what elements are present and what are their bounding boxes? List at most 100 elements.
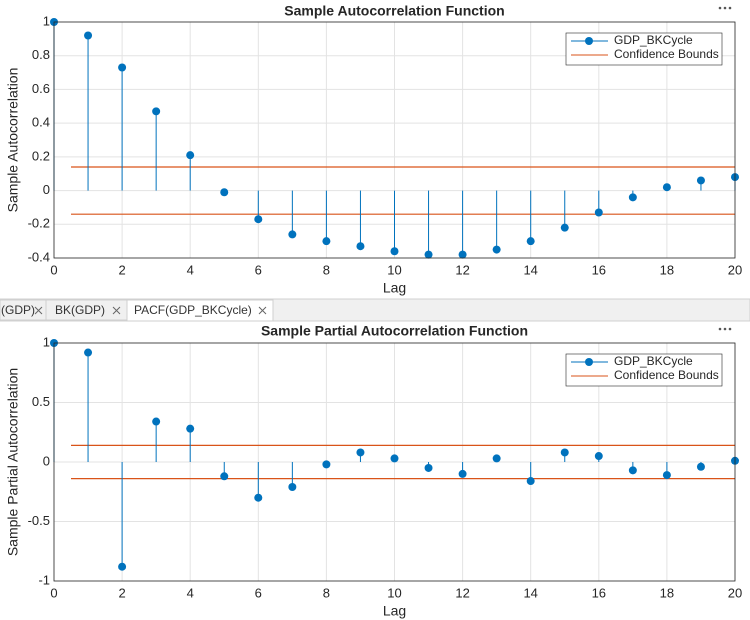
y-tick-label: 1 — [43, 13, 50, 28]
x-axis-label: Lag — [383, 280, 406, 296]
stem-marker — [458, 250, 467, 259]
close-icon[interactable] — [258, 306, 267, 315]
stem-marker — [628, 193, 637, 202]
stem-marker — [84, 31, 93, 40]
stem-marker — [220, 472, 229, 481]
x-tick-label: 18 — [660, 585, 674, 600]
x-tick-label: 20 — [728, 585, 742, 600]
y-tick-label: -0.5 — [28, 513, 50, 528]
stem-marker — [424, 250, 433, 259]
legend-swatch — [585, 358, 593, 366]
more-menu[interactable] — [718, 327, 732, 331]
y-tick-label: 0.8 — [32, 47, 50, 62]
y-tick-label: -1 — [38, 572, 50, 587]
y-tick-label: 0 — [43, 453, 50, 468]
legend-label: GDP_BKCycle — [614, 354, 693, 368]
y-tick-label: 0.4 — [32, 115, 50, 130]
x-tick-label: 6 — [255, 262, 262, 277]
x-tick-label: 14 — [523, 262, 537, 277]
stem-marker — [662, 471, 671, 480]
stem-marker — [696, 462, 705, 471]
y-tick-label: 0.2 — [32, 148, 50, 163]
stem-marker — [186, 151, 195, 160]
close-icon[interactable] — [112, 306, 121, 315]
stem-marker — [390, 454, 399, 463]
x-tick-label: 10 — [387, 585, 401, 600]
stem-marker — [84, 348, 93, 357]
y-tick-label: 0 — [43, 182, 50, 197]
tab-label[interactable]: (GDP) — [1, 303, 35, 317]
x-tick-label: 2 — [118, 585, 125, 600]
stem-marker — [526, 237, 535, 246]
tab-label[interactable]: PACF(GDP_BKCycle) — [134, 303, 252, 317]
legend-box — [565, 32, 723, 66]
x-tick-label: 8 — [323, 262, 330, 277]
stem-marker — [288, 482, 297, 491]
stem-marker — [288, 230, 297, 239]
stem-marker — [118, 63, 127, 72]
stem-marker — [152, 107, 161, 116]
tab-label[interactable]: BK(GDP) — [55, 303, 105, 317]
stem-marker — [526, 477, 535, 486]
x-tick-label: 2 — [118, 262, 125, 277]
stem-marker — [662, 183, 671, 192]
stem-marker — [322, 460, 331, 469]
chart: 0 2 4 6 8 10 12 14 16 18 20 -0.4 -0.2 0 0.2 0.4 0.6 0.8 1 S… — [5, 3, 743, 296]
stem-marker — [458, 469, 467, 478]
stem-marker — [152, 417, 161, 426]
x-tick-label: 0 — [50, 585, 57, 600]
y-tick-label: -0.2 — [28, 216, 50, 231]
x-tick-label: 16 — [592, 585, 606, 600]
y-tick-label: 0.5 — [32, 394, 50, 409]
stem-marker — [356, 242, 365, 251]
x-axis-label: Lag — [383, 603, 406, 619]
stem-marker — [356, 448, 365, 457]
x-tick-label: 16 — [592, 262, 606, 277]
stem-marker — [628, 466, 637, 475]
stem-marker — [424, 463, 433, 472]
stem-marker — [560, 448, 569, 457]
x-tick-label: 4 — [187, 262, 194, 277]
stem-marker — [254, 215, 263, 224]
x-tick-label: 20 — [728, 262, 742, 277]
axes-box — [53, 342, 736, 582]
y-tick-label: -0.4 — [28, 249, 50, 264]
x-tick-label: 8 — [323, 585, 330, 600]
tab-active[interactable] — [126, 299, 274, 322]
legend-swatch — [585, 37, 593, 45]
chart-title: Sample Partial Autocorrelation Function — [261, 323, 528, 339]
stem-marker — [560, 223, 569, 232]
stem-marker — [390, 247, 399, 256]
stem-marker — [220, 188, 229, 197]
tab-bar: (GDP) BK(GDP) PACF(GDP_BKCycle) — [0, 298, 750, 322]
stem-marker — [186, 424, 195, 433]
stem-marker — [118, 562, 127, 571]
y-tick-label: 0.6 — [32, 81, 50, 96]
x-tick-label: 12 — [455, 585, 469, 600]
chart-title: Sample Autocorrelation Function — [284, 3, 504, 19]
stem-marker — [594, 208, 603, 217]
stem-marker — [322, 237, 331, 246]
x-tick-label: 18 — [660, 262, 674, 277]
legend-box — [565, 353, 723, 387]
stem-marker — [696, 176, 705, 185]
close-icon[interactable] — [34, 306, 43, 315]
stem-marker — [492, 245, 501, 254]
y-axis-label: Sample Autocorrelation — [5, 68, 21, 213]
stem-marker — [492, 454, 501, 463]
x-tick-label: 14 — [523, 585, 537, 600]
y-tick-label: 1 — [43, 334, 50, 349]
legend-label: GDP_BKCycle — [614, 33, 693, 47]
stem-marker — [254, 493, 263, 502]
y-axis-label: Sample Partial Autocorrelation — [5, 368, 21, 556]
more-menu[interactable] — [718, 6, 732, 10]
axes-box — [53, 21, 736, 259]
x-tick-label: 10 — [387, 262, 401, 277]
x-tick-label: 6 — [255, 585, 262, 600]
chart: 0 2 4 6 8 10 12 14 16 18 20 -1 -0.5 0 0.5 1 Sample Parti… — [5, 323, 743, 619]
x-tick-label: 0 — [50, 262, 57, 277]
legend-label: Confidence Bounds — [614, 368, 719, 382]
